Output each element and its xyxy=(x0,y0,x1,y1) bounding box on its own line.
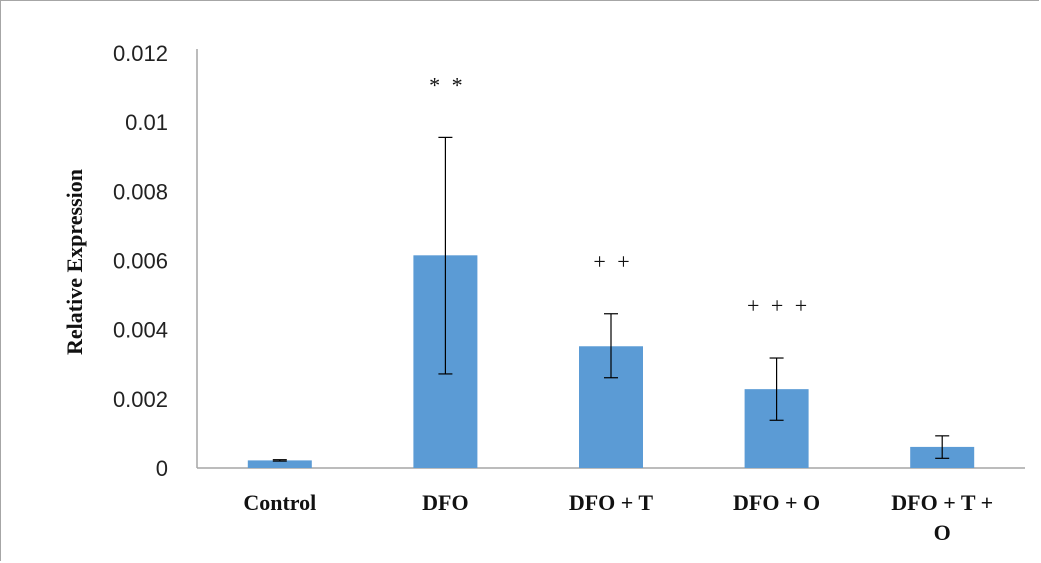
y-tick-label: 0 xyxy=(156,456,168,481)
significance-annotation: + + xyxy=(593,249,632,274)
x-tick-label: Control xyxy=(243,490,316,515)
y-tick-label: 0.002 xyxy=(113,387,168,412)
y-tick-label: 0.004 xyxy=(113,318,168,343)
error-bars xyxy=(272,136,950,462)
x-tick-label: DFO + T + xyxy=(891,490,993,515)
significance-annotation: * * xyxy=(429,72,466,97)
y-tick-label: 0.012 xyxy=(113,41,168,66)
y-tick-label: 0.006 xyxy=(113,249,168,274)
bar xyxy=(247,460,312,468)
y-axis-title: Relative Expression xyxy=(62,169,87,355)
axes: 0 0.002 0.004 0.006 0.008 0.01 0.012 xyxy=(113,41,1025,481)
x-tick-label: DFO + T xyxy=(569,490,654,515)
significance-annotation: + + + xyxy=(747,293,810,318)
labels: Control DFO * * DFO + T + + DFO + O + + + DFO +… xyxy=(243,72,993,545)
x-tick-label: O xyxy=(934,520,951,545)
y-tick-label: 0.008 xyxy=(113,179,168,204)
y-tick-label: 0.01 xyxy=(125,110,168,135)
x-tick-label: DFO xyxy=(422,490,468,515)
x-tick-label: DFO + O xyxy=(733,490,820,515)
